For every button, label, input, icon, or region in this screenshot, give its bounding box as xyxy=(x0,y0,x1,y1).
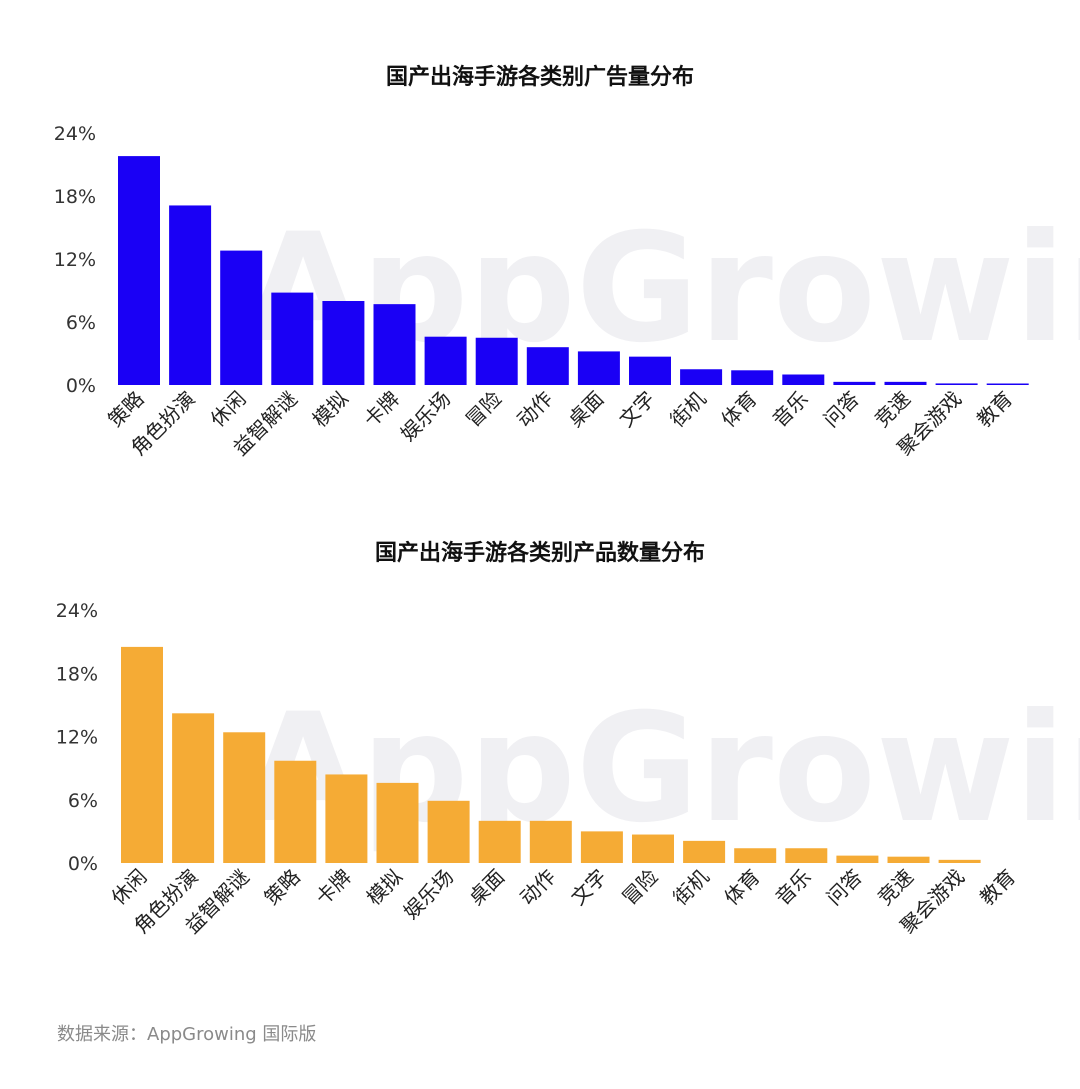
bar-2 xyxy=(172,713,215,863)
category-label: 模拟 xyxy=(362,865,407,910)
category-label: 桌面 xyxy=(563,387,608,432)
category-label: 竞速 xyxy=(870,387,915,432)
bar-11 xyxy=(632,834,674,863)
y-axis: 0% 6% 12% 18% 24% xyxy=(54,123,96,397)
y-tick-label: 18% xyxy=(56,663,98,685)
bar-6 xyxy=(373,304,416,385)
data-source-note: 数据来源：AppGrowing 国际版 xyxy=(57,1024,317,1045)
category-label: 教育 xyxy=(972,387,1017,432)
bar-2 xyxy=(169,205,212,385)
bar-18 xyxy=(986,383,1029,385)
bar-13 xyxy=(731,370,774,385)
chart-title: 国产出海手游各类别产品数量分布 xyxy=(375,540,705,566)
category-label: 问答 xyxy=(819,387,864,432)
bar-15 xyxy=(836,855,879,863)
category-label: 冒险 xyxy=(461,387,506,432)
bars xyxy=(121,646,981,863)
category-label: 模拟 xyxy=(308,387,353,432)
bar-11 xyxy=(629,356,671,385)
category-label: 动作 xyxy=(515,865,560,910)
bar-16 xyxy=(887,856,930,863)
bar-1 xyxy=(118,156,160,385)
bar-14 xyxy=(782,374,825,385)
category-label: 冒险 xyxy=(617,865,662,910)
category-label: 休闲 xyxy=(106,865,151,910)
category-label: 文字 xyxy=(566,865,611,910)
y-tick-label: 6% xyxy=(66,312,96,334)
bar-7 xyxy=(427,800,470,863)
bar-3 xyxy=(223,732,266,863)
category-label: 动作 xyxy=(512,387,557,432)
bar-9 xyxy=(526,347,569,385)
ad-volume-chart: AppGrowing 国产出海手游各类别广告量分布 0%6%12%18%24% … xyxy=(54,64,1080,461)
bar-1 xyxy=(121,646,163,863)
bar-8 xyxy=(475,337,518,385)
watermark: AppGrowing xyxy=(245,682,1080,856)
chart-title: 国产出海手游各类别广告量分布 xyxy=(386,64,694,90)
category-label: 音乐 xyxy=(771,865,816,910)
y-tick-label: 24% xyxy=(54,123,96,145)
category-label: 文字 xyxy=(614,387,659,432)
category-label: 体育 xyxy=(716,387,761,432)
category-label: 体育 xyxy=(719,865,764,910)
y-tick-label: 0% xyxy=(66,375,96,397)
category-label: 娱乐场 xyxy=(396,387,455,446)
bar-14 xyxy=(785,848,828,863)
bar-17 xyxy=(935,383,978,385)
bar-4 xyxy=(274,760,317,863)
product-count-chart: AppGrowing 国产出海手游各类别产品数量分布 0% 6% 12% 18% 24%… xyxy=(56,540,1080,939)
bars xyxy=(118,156,1029,385)
bar-6 xyxy=(376,782,419,863)
watermark: AppGrowing xyxy=(245,202,1080,376)
category-label: 娱乐场 xyxy=(399,865,458,924)
category-label: 教育 xyxy=(975,865,1020,910)
category-label: 街机 xyxy=(668,865,713,910)
category-label: 音乐 xyxy=(768,387,813,432)
bar-15 xyxy=(833,381,876,385)
y-tick-label: 6% xyxy=(68,790,98,812)
y-tick-label: 18% xyxy=(54,186,96,208)
bar-13 xyxy=(734,848,777,863)
category-label: 桌面 xyxy=(464,865,509,910)
bar-16 xyxy=(884,381,927,385)
category-label: 卡牌 xyxy=(359,387,404,432)
bar-3 xyxy=(220,250,263,385)
y-tick-label: 12% xyxy=(54,249,96,271)
category-label: 策略 xyxy=(260,865,305,910)
bar-5 xyxy=(325,774,368,863)
y-tick-label: 24% xyxy=(56,600,98,622)
bar-5 xyxy=(322,301,365,385)
bar-12 xyxy=(683,840,726,863)
bar-9 xyxy=(529,820,572,863)
bar-8 xyxy=(478,820,521,863)
y-tick-label: 12% xyxy=(56,727,98,749)
bar-12 xyxy=(680,369,723,385)
category-label: 竞速 xyxy=(873,865,918,910)
category-label: 策略 xyxy=(103,387,148,432)
bar-4 xyxy=(271,292,314,385)
bar-17 xyxy=(938,859,981,863)
category-label: 卡牌 xyxy=(311,865,356,910)
bar-10 xyxy=(580,831,623,863)
bar-10 xyxy=(577,351,620,385)
y-tick-label: 0% xyxy=(68,853,98,875)
category-label: 问答 xyxy=(822,865,867,910)
bar-7 xyxy=(424,336,467,385)
category-label: 休闲 xyxy=(205,387,250,432)
category-label: 街机 xyxy=(665,387,710,432)
y-axis: 0% 6% 12% 18% 24% xyxy=(56,600,98,875)
